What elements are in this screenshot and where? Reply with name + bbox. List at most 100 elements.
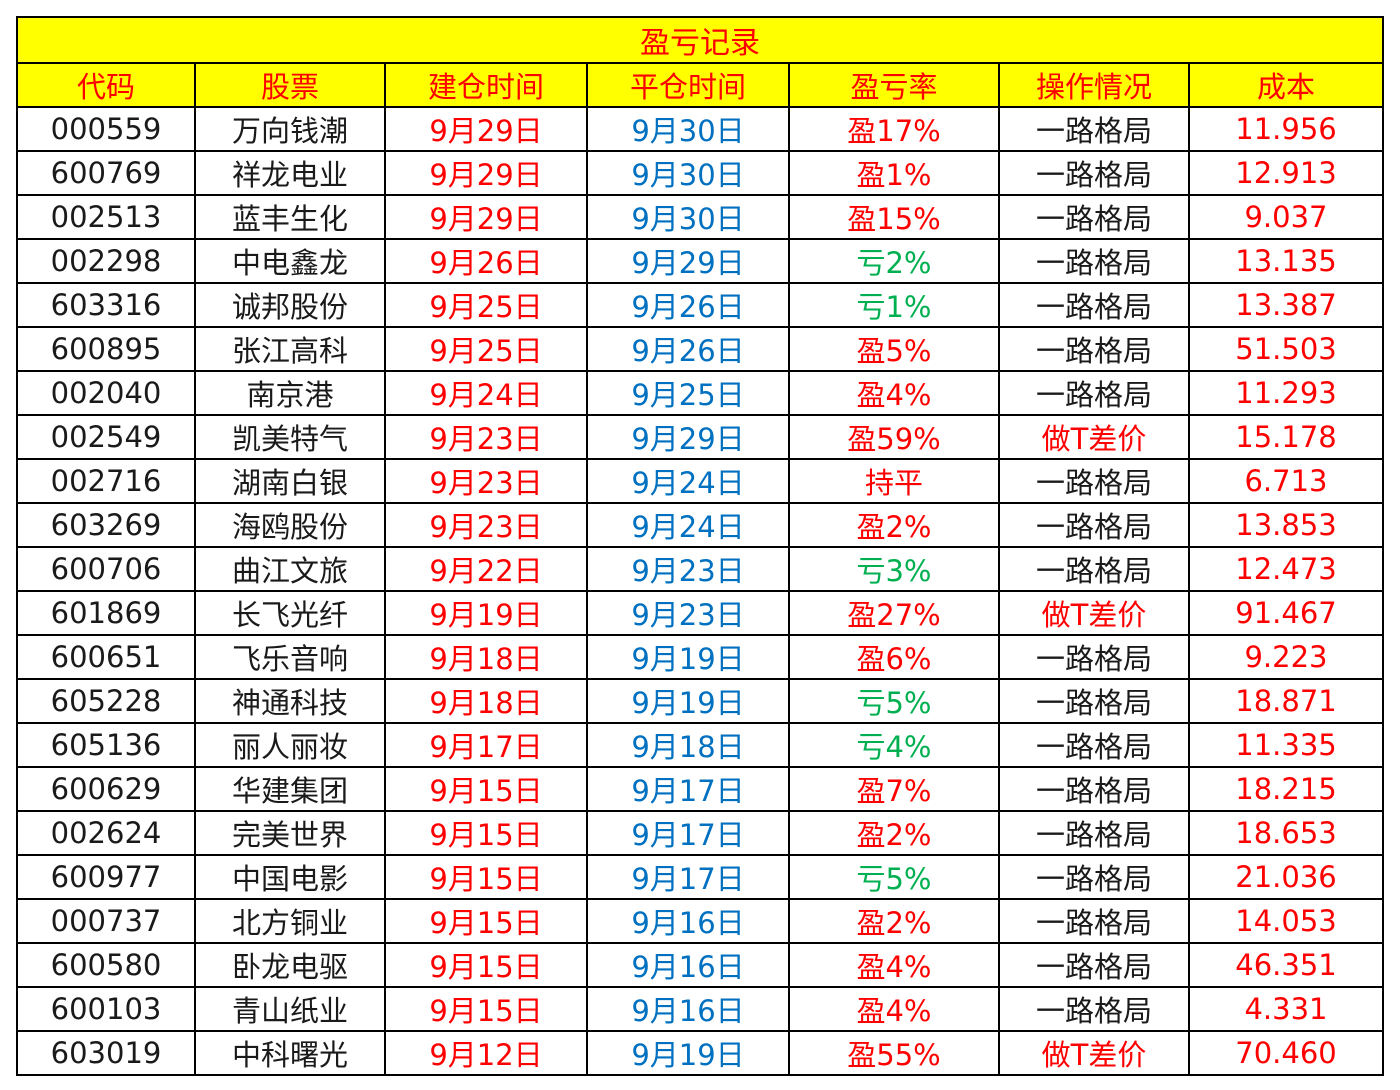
profit-loss-table: 盈亏记录 代码 股票 建仓时间 平仓时间 盈亏率 操作情况 成本 000559 万… xyxy=(16,16,1384,1076)
cell-close-date: 9月26日 xyxy=(586,282,790,328)
cell-open-date: 9月15日 xyxy=(384,766,588,812)
cell-open-date: 9月15日 xyxy=(384,810,588,856)
cell-operation: 一路格局 xyxy=(998,942,1190,988)
cell-stock-name: 丽人丽妆 xyxy=(194,722,386,768)
cell-cost: 11.293 xyxy=(1188,370,1384,416)
table-title: 盈亏记录 xyxy=(16,16,1384,64)
cell-pl-rate: 盈2% xyxy=(788,502,1000,548)
cell-pl-rate: 盈6% xyxy=(788,634,1000,680)
cell-open-date: 9月29日 xyxy=(384,106,588,152)
cell-cost: 91.467 xyxy=(1188,590,1384,636)
table-row: 002298 中电鑫龙 9月26日 9月29日 亏2% 一路格局 13.135 xyxy=(16,238,1384,284)
cell-cost: 18.871 xyxy=(1188,678,1384,724)
cell-cost: 11.335 xyxy=(1188,722,1384,768)
cell-operation: 做T差价 xyxy=(998,590,1190,636)
cell-stock-name: 海鸥股份 xyxy=(194,502,386,548)
cell-stock-name: 青山纸业 xyxy=(194,986,386,1032)
cell-operation: 一路格局 xyxy=(998,458,1190,504)
cell-cost: 14.053 xyxy=(1188,898,1384,944)
cell-close-date: 9月29日 xyxy=(586,414,790,460)
cell-code: 002624 xyxy=(16,810,196,856)
cell-close-date: 9月24日 xyxy=(586,502,790,548)
cell-close-date: 9月19日 xyxy=(586,678,790,724)
table-row: 000737 北方铜业 9月15日 9月16日 盈2% 一路格局 14.053 xyxy=(16,898,1384,944)
cell-pl-rate: 亏5% xyxy=(788,854,1000,900)
cell-open-date: 9月15日 xyxy=(384,986,588,1032)
cell-stock-name: 祥龙电业 xyxy=(194,150,386,196)
cell-stock-name: 卧龙电驱 xyxy=(194,942,386,988)
cell-stock-name: 中国电影 xyxy=(194,854,386,900)
cell-pl-rate: 盈4% xyxy=(788,942,1000,988)
cell-operation: 一路格局 xyxy=(998,722,1190,768)
cell-operation: 一路格局 xyxy=(998,854,1190,900)
cell-stock-name: 蓝丰生化 xyxy=(194,194,386,240)
cell-operation: 一路格局 xyxy=(998,326,1190,372)
table-row: 002716 湖南白银 9月23日 9月24日 持平 一路格局 6.713 xyxy=(16,458,1384,504)
cell-operation: 一路格局 xyxy=(998,370,1190,416)
cell-pl-rate: 盈7% xyxy=(788,766,1000,812)
header-cost: 成本 xyxy=(1188,62,1384,108)
cell-close-date: 9月19日 xyxy=(586,1030,790,1076)
cell-operation: 一路格局 xyxy=(998,106,1190,152)
cell-open-date: 9月29日 xyxy=(384,194,588,240)
cell-close-date: 9月17日 xyxy=(586,810,790,856)
cell-close-date: 9月17日 xyxy=(586,766,790,812)
cell-pl-rate: 亏5% xyxy=(788,678,1000,724)
table-row: 002624 完美世界 9月15日 9月17日 盈2% 一路格局 18.653 xyxy=(16,810,1384,856)
cell-pl-rate: 持平 xyxy=(788,458,1000,504)
cell-pl-rate: 亏2% xyxy=(788,238,1000,284)
header-pl-rate: 盈亏率 xyxy=(788,62,1000,108)
cell-code: 605228 xyxy=(16,678,196,724)
cell-cost: 46.351 xyxy=(1188,942,1384,988)
table-row: 603019 中科曙光 9月12日 9月19日 盈55% 做T差价 70.460 xyxy=(16,1030,1384,1076)
cell-open-date: 9月18日 xyxy=(384,678,588,724)
title-row: 盈亏记录 xyxy=(16,16,1384,64)
header-operation: 操作情况 xyxy=(998,62,1190,108)
table-row: 600706 曲江文旅 9月22日 9月23日 亏3% 一路格局 12.473 xyxy=(16,546,1384,592)
cell-cost: 13.853 xyxy=(1188,502,1384,548)
cell-open-date: 9月12日 xyxy=(384,1030,588,1076)
header-row: 代码 股票 建仓时间 平仓时间 盈亏率 操作情况 成本 xyxy=(16,62,1384,108)
cell-open-date: 9月22日 xyxy=(384,546,588,592)
cell-close-date: 9月16日 xyxy=(586,942,790,988)
cell-close-date: 9月30日 xyxy=(586,194,790,240)
cell-code: 603316 xyxy=(16,282,196,328)
cell-operation: 一路格局 xyxy=(998,986,1190,1032)
cell-pl-rate: 盈5% xyxy=(788,326,1000,372)
cell-code: 600769 xyxy=(16,150,196,196)
cell-pl-rate: 盈59% xyxy=(788,414,1000,460)
cell-cost: 18.215 xyxy=(1188,766,1384,812)
cell-operation: 一路格局 xyxy=(998,898,1190,944)
cell-stock-name: 中科曙光 xyxy=(194,1030,386,1076)
cell-code: 002040 xyxy=(16,370,196,416)
cell-pl-rate: 盈4% xyxy=(788,986,1000,1032)
header-code: 代码 xyxy=(16,62,196,108)
cell-pl-rate: 盈2% xyxy=(788,898,1000,944)
cell-operation: 一路格局 xyxy=(998,678,1190,724)
table-row: 600895 张江高科 9月25日 9月26日 盈5% 一路格局 51.503 xyxy=(16,326,1384,372)
cell-code: 603269 xyxy=(16,502,196,548)
cell-pl-rate: 盈4% xyxy=(788,370,1000,416)
table-row: 002040 南京港 9月24日 9月25日 盈4% 一路格局 11.293 xyxy=(16,370,1384,416)
cell-open-date: 9月15日 xyxy=(384,854,588,900)
cell-stock-name: 万向钱潮 xyxy=(194,106,386,152)
cell-code: 600103 xyxy=(16,986,196,1032)
cell-operation: 做T差价 xyxy=(998,1030,1190,1076)
cell-open-date: 9月25日 xyxy=(384,326,588,372)
cell-open-date: 9月23日 xyxy=(384,414,588,460)
cell-code: 002549 xyxy=(16,414,196,460)
cell-operation: 做T差价 xyxy=(998,414,1190,460)
cell-open-date: 9月17日 xyxy=(384,722,588,768)
table-row: 605228 神通科技 9月18日 9月19日 亏5% 一路格局 18.871 xyxy=(16,678,1384,724)
cell-cost: 15.178 xyxy=(1188,414,1384,460)
cell-close-date: 9月19日 xyxy=(586,634,790,680)
cell-open-date: 9月26日 xyxy=(384,238,588,284)
header-open-time: 建仓时间 xyxy=(384,62,588,108)
cell-operation: 一路格局 xyxy=(998,546,1190,592)
table-row: 600977 中国电影 9月15日 9月17日 亏5% 一路格局 21.036 xyxy=(16,854,1384,900)
cell-close-date: 9月25日 xyxy=(586,370,790,416)
cell-pl-rate: 亏4% xyxy=(788,722,1000,768)
cell-stock-name: 神通科技 xyxy=(194,678,386,724)
cell-stock-name: 南京港 xyxy=(194,370,386,416)
cell-pl-rate: 亏3% xyxy=(788,546,1000,592)
